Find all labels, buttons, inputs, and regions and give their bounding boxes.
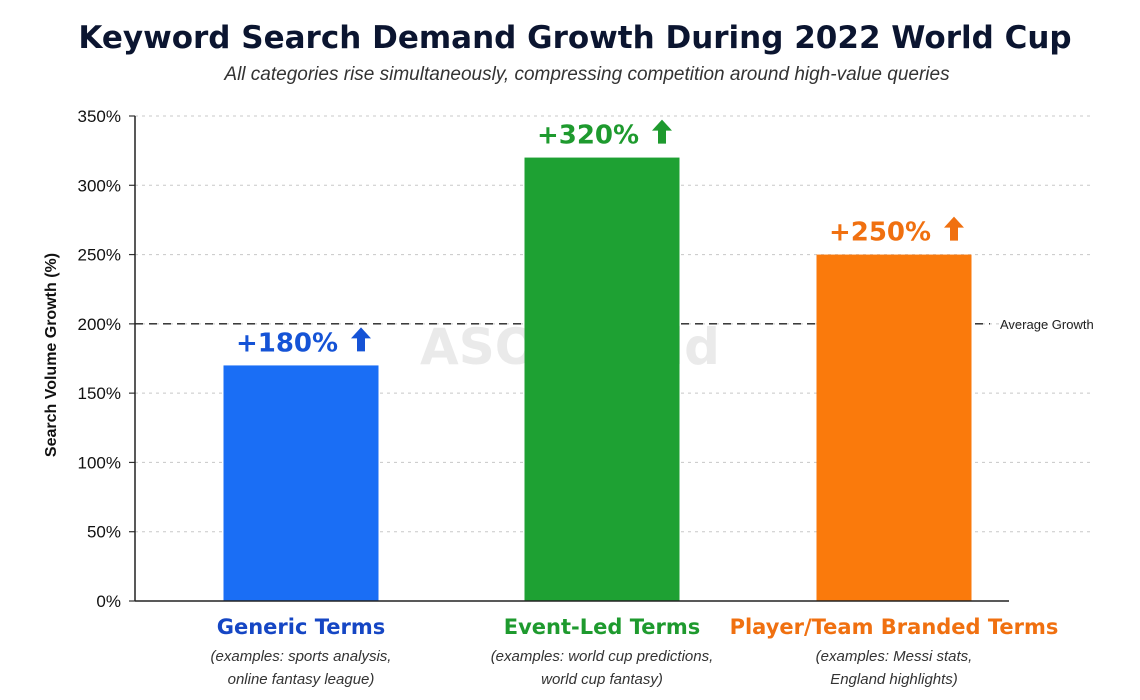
data-label-2: +320% [537, 121, 639, 151]
y-tick-label: 350% [78, 107, 121, 126]
chart-subtitle: All categories rise simultaneously, comp… [223, 64, 950, 85]
category-labels: Generic Terms (examples: sports analysis,… [211, 615, 1059, 688]
y-tick-label: 0% [96, 592, 121, 611]
up-arrow-shape [652, 119, 672, 144]
chart-title: Keyword Search Demand Growth During 2022… [78, 20, 1071, 56]
category-label-1: Generic Terms [217, 615, 386, 639]
data-label-3: +250% [829, 218, 931, 248]
data-labels: +180% +320% +250% [236, 119, 964, 358]
category-label-3: Player/Team Branded Terms [730, 615, 1059, 639]
category-note: England highlights) [830, 671, 958, 688]
up-arrow-shape [351, 327, 371, 352]
data-label-1: +180% [236, 328, 338, 358]
y-tick-label: 250% [78, 246, 121, 265]
average-growth-label: Average Growth [1000, 317, 1094, 332]
axes [134, 116, 1009, 602]
y-tick-label: 300% [78, 176, 121, 195]
bar-3 [816, 254, 972, 602]
y-tick-label: 50% [87, 523, 121, 542]
up-arrow-icon [944, 216, 964, 241]
up-arrow-shape [944, 216, 964, 241]
category-label-2: Event-Led Terms [504, 615, 700, 639]
bar-1 [223, 365, 379, 601]
category-note: (examples: sports analysis, [211, 648, 392, 665]
category-note: online fantasy league) [228, 671, 375, 688]
category-note: world cup fantasy) [541, 671, 663, 688]
y-tick-label: 100% [78, 453, 121, 472]
up-arrow-icon [652, 119, 672, 144]
y-tick-labels: 0% 50% 100% 150% 200% 250% 300% 350% [78, 107, 121, 611]
bars [223, 157, 972, 602]
y-axis-label: Search Volume Growth (%) [43, 253, 60, 457]
category-note: (examples: world cup predictions, [491, 648, 714, 665]
y-tick-label: 150% [78, 384, 121, 403]
y-tick-label: 200% [78, 315, 121, 334]
category-note: (examples: Messi stats, [816, 648, 973, 665]
up-arrow-icon [351, 327, 371, 352]
bar-2 [524, 157, 680, 602]
